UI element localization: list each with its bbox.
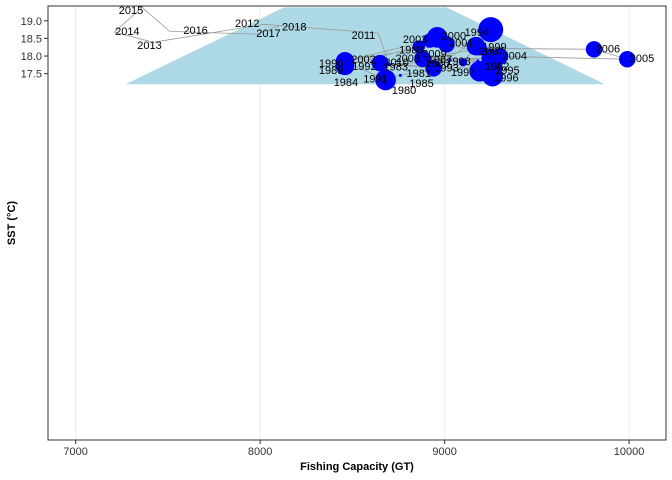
point-1998	[459, 58, 468, 67]
year-label-2010: 2010	[384, 57, 408, 69]
year-label-1992: 1992	[352, 61, 376, 73]
y-tick-label: 18.5	[21, 33, 42, 45]
year-label-1984: 1984	[334, 77, 358, 89]
year-label-2016: 2016	[183, 25, 207, 37]
point-2001	[438, 36, 455, 53]
year-label-2014: 2014	[115, 26, 139, 38]
year-label-1982: 1982	[485, 61, 509, 73]
year-label-2002: 2002	[351, 54, 375, 66]
y-tick-label: 17.5	[21, 69, 42, 81]
y-tick-label: 19.0	[21, 16, 42, 28]
y-axis-title: SST (°C)	[6, 201, 18, 245]
year-label-1989: 1989	[319, 65, 343, 77]
y-axis-ticks: 17.5 18.0 18.5 19.0	[21, 16, 48, 81]
point-2007	[472, 41, 487, 56]
point-1980	[448, 58, 452, 62]
year-label-1993: 1993	[434, 63, 458, 75]
data-points	[335, 17, 636, 91]
year-label-2007: 2007	[479, 46, 503, 58]
year-label-2017: 2017	[256, 28, 280, 40]
year-label-1985: 1985	[409, 78, 433, 90]
point-1985	[398, 73, 402, 77]
year-label-2004: 2004	[502, 50, 526, 62]
point-2010	[387, 62, 391, 66]
year-label-1994: 1994	[465, 27, 489, 39]
year-label-2015: 2015	[119, 5, 143, 17]
point-1993	[425, 60, 442, 77]
year-label-2005: 2005	[630, 53, 654, 65]
point-1997	[469, 60, 491, 82]
point-1992	[371, 54, 389, 72]
year-label-2001: 2001	[449, 38, 473, 50]
x-tick-label: 8000	[248, 446, 272, 458]
x-tick-label: 9000	[432, 446, 456, 458]
point-2008	[420, 57, 424, 61]
year-label-2003: 2003	[403, 34, 427, 46]
x-axis-title: Fishing Capacity (GT)	[300, 461, 414, 473]
x-tick-label: 7000	[63, 446, 87, 458]
point-1994	[478, 17, 504, 43]
year-label-2006: 2006	[596, 43, 620, 55]
year-label-1980: 1980	[392, 85, 416, 97]
year-label-2000: 2000	[442, 31, 466, 43]
point-2002	[336, 52, 354, 70]
year-label-1981: 1981	[407, 68, 431, 80]
year-label-2008: 2008	[395, 53, 419, 65]
year-label-1996: 1996	[494, 73, 518, 85]
point-1988	[412, 40, 425, 53]
point-1991	[375, 69, 396, 91]
point-2003	[422, 33, 438, 48]
year-label-2011: 2011	[352, 30, 376, 42]
year-label-1995: 1995	[495, 65, 519, 77]
point-2006	[585, 41, 603, 58]
year-label-1987: 1987	[428, 54, 452, 66]
year-label-1990: 1990	[319, 58, 343, 70]
year-label-1986: 1986	[425, 58, 449, 70]
year-label-1997: 1997	[451, 67, 475, 79]
year-label-2012: 2012	[235, 18, 259, 30]
x-axis-ticks: 7000 8000 9000 10000	[63, 440, 644, 458]
year-label-1983: 1983	[383, 62, 407, 74]
year-label-2013: 2013	[137, 40, 161, 52]
year-label-1991: 1991	[363, 74, 387, 86]
panel-border	[47, 5, 667, 441]
point-2009	[481, 48, 501, 68]
year-label-1988: 1988	[399, 45, 423, 57]
y-tick-label: 18.0	[21, 51, 42, 63]
point-2005	[619, 50, 636, 68]
x-tick-label: 10000	[614, 446, 645, 458]
year-label-2009: 2009	[422, 49, 446, 61]
year-label-1999: 1999	[482, 42, 506, 54]
year-label-1998: 1998	[446, 56, 470, 68]
year-label-2018: 2018	[282, 21, 306, 33]
